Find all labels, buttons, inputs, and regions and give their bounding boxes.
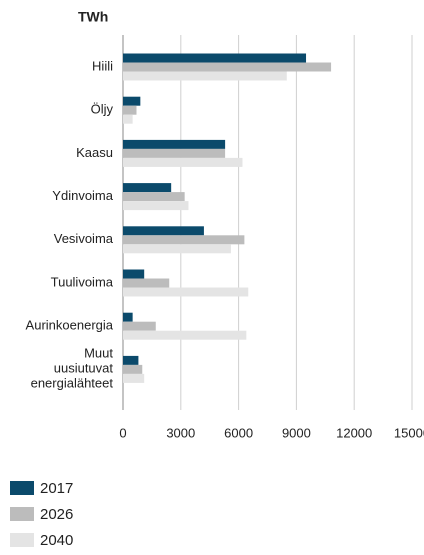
bar: [123, 139, 226, 149]
bar: [123, 71, 287, 81]
bar: [123, 235, 245, 245]
bar: [123, 278, 170, 288]
bar: [123, 105, 137, 115]
bar: [123, 373, 145, 383]
bar: [123, 183, 172, 193]
y-tick-label: Öljy: [91, 102, 114, 117]
legend-swatch: [10, 533, 34, 547]
bar: [123, 226, 204, 236]
bar: [123, 96, 141, 106]
bar: [123, 364, 143, 374]
bar: [123, 157, 243, 167]
x-tick-label: 15000: [394, 425, 424, 440]
y-tick-label: Vesivoima: [54, 231, 114, 246]
bar: [123, 192, 185, 202]
legend-swatch: [10, 481, 34, 495]
bar: [123, 62, 332, 72]
x-tick-label: 0: [119, 425, 126, 440]
x-tick-label: 12000: [336, 425, 372, 440]
bar: [123, 330, 247, 340]
bar: [123, 287, 249, 297]
legend-label: 2040: [40, 532, 73, 549]
bar: [123, 114, 133, 124]
legend-label: 2017: [40, 480, 73, 497]
y-tick-label: Tuulivoima: [51, 274, 114, 289]
bar: [123, 148, 226, 158]
bar: [123, 53, 307, 63]
y-tick-label: Hiili: [92, 58, 113, 73]
x-tick-label: 6000: [224, 425, 253, 440]
y-tick-label: Muut uusiutuvat energialähteet: [31, 346, 114, 391]
unit-label: TWh: [78, 9, 108, 25]
bar: [123, 321, 156, 331]
y-tick-label: Ydinvoima: [52, 188, 113, 203]
legend-label: 2026: [40, 506, 73, 523]
bar: [123, 244, 231, 254]
x-tick-label: 9000: [282, 425, 311, 440]
y-tick-label: Aurinkoenergia: [26, 318, 114, 333]
legend-swatch: [10, 507, 34, 521]
y-tick-label: Kaasu: [76, 145, 113, 160]
bar: [123, 355, 139, 365]
bar: [123, 312, 133, 322]
x-tick-label: 3000: [166, 425, 195, 440]
bar: [123, 201, 189, 211]
bar: [123, 269, 145, 279]
